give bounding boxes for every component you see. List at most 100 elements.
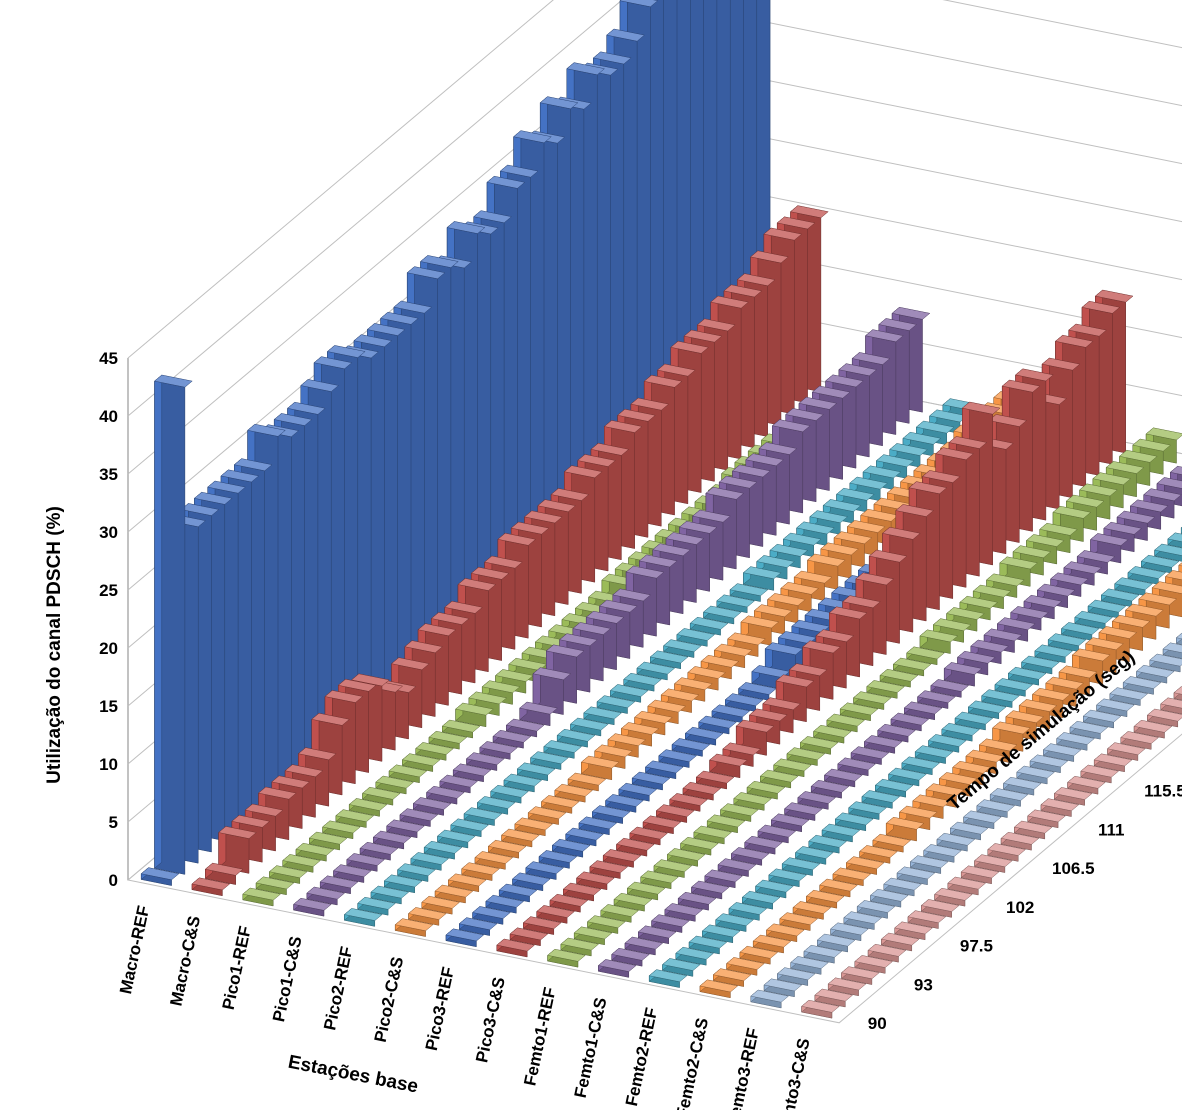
- bar-7-7: [525, 861, 565, 880]
- bar-top-face: [963, 810, 1002, 824]
- bar-top-face: [140, 867, 180, 881]
- bar-top-face: [386, 819, 425, 833]
- bar-top-face: [959, 595, 999, 609]
- bar-4-4: [332, 864, 372, 883]
- bar-top-face: [943, 662, 983, 675]
- bar-top-face: [607, 733, 647, 747]
- bar-top-face: [1021, 655, 1060, 669]
- bar-top-face: [671, 738, 711, 751]
- bar-top-face: [613, 892, 653, 906]
- bar-6-1: [394, 918, 434, 937]
- bar-top-face: [383, 874, 423, 888]
- bar-top-face: [562, 882, 602, 896]
- bar-top-face: [786, 747, 826, 761]
- bar-9-2: [560, 937, 600, 957]
- bar-12-11: [832, 867, 872, 887]
- bar-top-face: [780, 581, 820, 595]
- bar-top-face: [619, 0, 659, 8]
- bar-top-face: [207, 480, 246, 494]
- bar-5-9: [450, 818, 490, 838]
- bar-9-27: [892, 657, 932, 677]
- bar-top-face: [696, 318, 736, 332]
- bar-top-face: [490, 784, 529, 798]
- bar-top-face: [895, 504, 935, 517]
- bar-10-33: [1023, 594, 1063, 620]
- bar-top-face: [450, 818, 490, 832]
- bar-top-face: [978, 738, 1018, 752]
- bar-top-face: [359, 841, 399, 855]
- bar-top-face: [1164, 570, 1182, 581]
- bar-top-face: [649, 650, 689, 664]
- bar-top-face: [631, 771, 671, 785]
- bar-top-face: [767, 593, 806, 606]
- bar-top-face: [746, 780, 786, 794]
- bar-10-19: [837, 757, 877, 777]
- bar-top-face: [1146, 708, 1182, 722]
- bar-top-face: [742, 566, 782, 580]
- bar-top-face: [1081, 300, 1121, 314]
- bar-5-2: [357, 896, 396, 916]
- bar-top-face: [394, 918, 434, 932]
- bar-7-1: [445, 928, 485, 948]
- bar-top-face: [864, 329, 904, 343]
- bar-top-face: [1053, 787, 1093, 800]
- bar-top-face: [644, 760, 684, 774]
- bar-top-face: [705, 486, 745, 500]
- bar-top-face: [525, 861, 565, 875]
- bar-top-face: [906, 646, 945, 660]
- bar-top-face: [455, 702, 494, 716]
- bar-top-face: [545, 644, 585, 658]
- bar-9-6: [613, 892, 653, 912]
- bar-top-face: [497, 532, 537, 546]
- bar-top-face: [590, 442, 630, 456]
- bar-7-13: [605, 793, 644, 813]
- bar-top-face: [909, 855, 949, 869]
- y-tick-label: 40: [99, 407, 118, 426]
- bar-13-21: [1016, 765, 1056, 785]
- bar-top-face: [728, 902, 768, 915]
- bar-10-8: [690, 880, 730, 900]
- bar-5-13: [503, 773, 543, 793]
- bar-top-face: [790, 956, 829, 969]
- bar-13-14: [923, 843, 962, 863]
- z-tick-label: 97.5: [960, 937, 993, 956]
- bar-top-face: [626, 881, 666, 895]
- bar-top-face: [741, 890, 781, 904]
- bar-top-face: [688, 935, 728, 949]
- bar-6-9: [501, 828, 540, 848]
- bar-top-face: [965, 749, 1005, 763]
- bar-top-face: [1082, 709, 1122, 723]
- bar-top-face: [776, 216, 816, 230]
- bar-top-face: [335, 809, 375, 823]
- bar-5-37: [822, 498, 862, 524]
- x-tick-label: Femto3-C&S: [774, 1037, 814, 1110]
- bar-6-5: [447, 873, 487, 893]
- bar-top-face: [704, 869, 744, 883]
- bar-top-face: [843, 911, 883, 925]
- bar-top-face: [838, 363, 878, 377]
- bar-top-face: [311, 712, 350, 726]
- bar-top-face: [673, 677, 713, 691]
- bar-11-28: [1007, 666, 1047, 686]
- bar-top-face: [242, 887, 282, 901]
- bar-top-face: [423, 840, 463, 854]
- bar-top-face: [501, 828, 540, 842]
- bar-top-face: [1058, 665, 1098, 679]
- bar-top-face: [255, 876, 295, 890]
- bar-top-face: [308, 831, 348, 845]
- bar-top-face: [851, 352, 891, 365]
- bar-top-face: [180, 503, 220, 516]
- bar-top-face: [393, 300, 433, 314]
- bar-top-face: [503, 773, 543, 787]
- bar-top-face: [623, 672, 662, 686]
- bar-13-29: [1122, 675, 1162, 695]
- bar-top-face: [706, 814, 746, 828]
- bar-top-face: [589, 860, 629, 874]
- bar-9-16: [746, 780, 786, 800]
- bar-top-face: [598, 599, 638, 613]
- bar-14-18: [1027, 809, 1066, 829]
- bar-top-face: [1042, 743, 1082, 757]
- bar-top-face: [1060, 622, 1100, 635]
- bars-layer: [140, 0, 1182, 1019]
